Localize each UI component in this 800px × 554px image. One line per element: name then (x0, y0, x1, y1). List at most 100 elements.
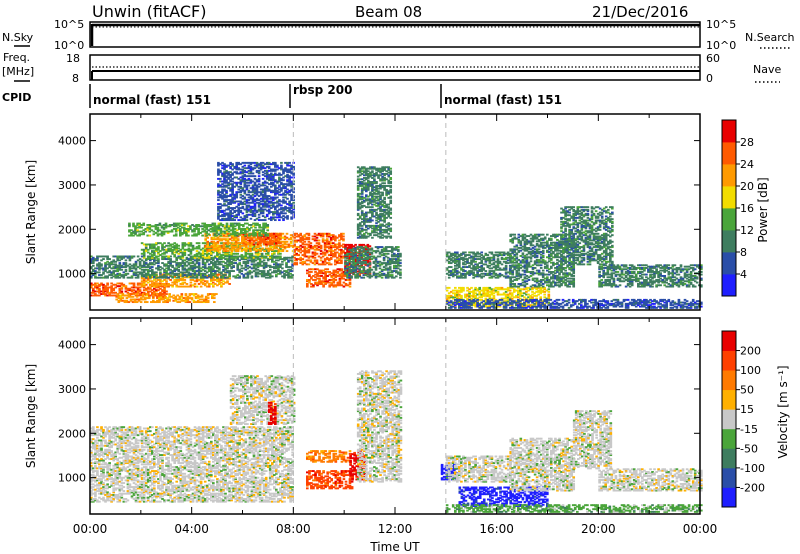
power-cell (271, 242, 274, 245)
power-cell (207, 284, 211, 287)
power-cell (149, 259, 152, 262)
power-cell (151, 247, 154, 250)
power-cell (158, 298, 161, 301)
power-cell (183, 243, 187, 246)
power-cell (237, 200, 241, 203)
power-cell (258, 255, 262, 258)
power-cell (249, 250, 252, 253)
power-cell (254, 274, 258, 277)
power-cell (217, 184, 220, 187)
power-cell (189, 251, 193, 254)
power-cell (133, 298, 137, 301)
power-cell (138, 294, 142, 297)
power-cell (124, 263, 128, 266)
power-cell (278, 204, 281, 207)
power-cell (282, 183, 285, 186)
power-cell (216, 275, 219, 277)
power-cell (221, 225, 225, 228)
power-cell (220, 271, 223, 274)
power-cell (114, 283, 118, 286)
power-cell (206, 244, 210, 247)
power-cell (140, 284, 144, 287)
power-cell (211, 228, 215, 230)
power-cell (241, 195, 245, 198)
power-cell (291, 264, 294, 267)
power-cell (144, 230, 148, 233)
power-cell (275, 263, 278, 266)
power-cell (136, 266, 140, 269)
power-cell (175, 272, 179, 275)
power-cell (271, 252, 274, 255)
power-cell (142, 229, 146, 232)
power-cell (118, 256, 122, 259)
power-cell (146, 272, 150, 275)
power-cell (264, 238, 268, 241)
power-cell (193, 230, 196, 233)
power-cell (270, 172, 273, 175)
power-cell (275, 270, 278, 273)
power-cell (261, 181, 265, 184)
power-cell (151, 244, 154, 247)
power-cell (238, 271, 242, 274)
power-cell (155, 285, 158, 288)
power-cell (193, 234, 196, 237)
power-cell (128, 289, 132, 292)
power-cell (223, 204, 226, 207)
power-cell (179, 222, 182, 225)
power-cell (325, 238, 329, 241)
freq-left-label-2: [MHz] (2, 65, 34, 78)
power-cell (228, 254, 231, 257)
power-cell (261, 177, 265, 180)
power-cell (234, 246, 238, 249)
power-cell (258, 238, 262, 241)
power-cell (272, 196, 275, 199)
power-cell (251, 205, 255, 208)
power-cell (205, 280, 209, 283)
power-cell (250, 260, 254, 263)
power-cell (123, 299, 127, 302)
power-cell (146, 291, 150, 294)
power-cell (272, 189, 275, 192)
power-cell (198, 301, 202, 304)
power-cell (248, 266, 252, 269)
power-cell (252, 263, 256, 266)
power-cell (224, 258, 227, 261)
power-cell (179, 233, 182, 236)
power-cell (224, 268, 227, 271)
power-cell (273, 232, 276, 235)
power-cell (104, 270, 107, 273)
power-cell (149, 255, 152, 258)
power-cell (216, 252, 219, 255)
power-cell (240, 247, 244, 250)
power-cell (134, 294, 138, 297)
power-cell (165, 283, 168, 286)
power-cell (262, 272, 266, 275)
power-cell (263, 204, 267, 207)
power-cell (227, 230, 231, 233)
power-cell (279, 250, 283, 253)
power-cell (289, 244, 293, 247)
power-cell (277, 264, 280, 267)
power-cell (212, 276, 215, 279)
power-cell (96, 263, 99, 266)
power-cell (218, 281, 221, 284)
power-cell (144, 287, 148, 290)
power-cell (221, 217, 224, 220)
power-cell (226, 267, 229, 270)
power-cell (227, 234, 231, 237)
power-cell (162, 295, 165, 298)
power-cell (258, 252, 262, 255)
power-cell (226, 250, 230, 253)
power-cell (112, 260, 116, 263)
power-cell (189, 262, 193, 265)
power-cell (129, 299, 133, 302)
power-cell (244, 266, 248, 269)
power-cell (186, 298, 190, 301)
power-cell (145, 293, 149, 296)
power-cell (92, 294, 95, 297)
power-cell (310, 271, 313, 273)
power-cell (161, 247, 164, 250)
power-cell (243, 185, 247, 188)
power-cell (189, 272, 193, 275)
power-cell (167, 268, 170, 271)
